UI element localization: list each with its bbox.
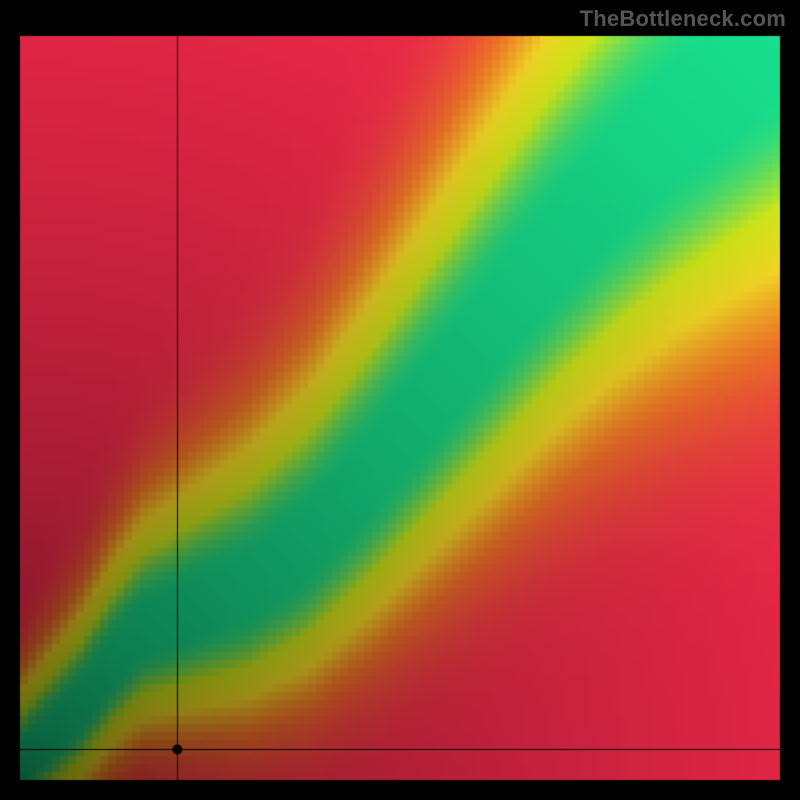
chart-container: TheBottleneck.com: [0, 0, 800, 800]
heatmap-canvas: [0, 0, 800, 800]
watermark-text: TheBottleneck.com: [580, 6, 786, 32]
